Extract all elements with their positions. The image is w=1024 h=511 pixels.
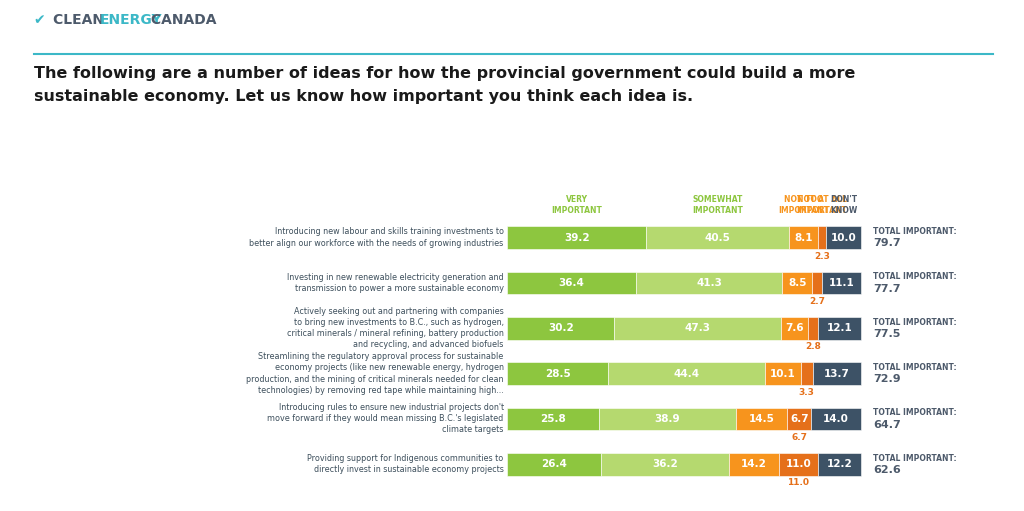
Text: 2.8: 2.8 — [806, 342, 821, 351]
Text: 6.7: 6.7 — [791, 414, 809, 424]
Text: 41.3: 41.3 — [696, 278, 722, 288]
Text: 14.5: 14.5 — [749, 414, 775, 424]
Text: 14.0: 14.0 — [823, 414, 849, 424]
Text: 11.0: 11.0 — [785, 459, 811, 469]
Text: NOT AT ALL
IMPORTANT: NOT AT ALL IMPORTANT — [797, 195, 848, 215]
Text: 64.7: 64.7 — [873, 420, 901, 430]
Text: TOTAL IMPORTANT:: TOTAL IMPORTANT: — [873, 454, 957, 463]
Text: TOTAL IMPORTANT:: TOTAL IMPORTANT: — [873, 227, 957, 236]
Bar — [787, 408, 811, 430]
Bar — [601, 453, 729, 476]
Bar — [729, 453, 779, 476]
Text: 36.2: 36.2 — [652, 459, 678, 469]
Text: 39.2: 39.2 — [564, 233, 590, 243]
Bar — [507, 226, 646, 249]
Bar — [801, 362, 813, 385]
Text: 11.1: 11.1 — [828, 278, 854, 288]
Bar — [636, 271, 782, 294]
Bar — [813, 362, 861, 385]
Text: NOT TOO
IMPORTANT: NOT TOO IMPORTANT — [778, 195, 829, 215]
Bar — [781, 317, 808, 339]
Text: 3.3: 3.3 — [799, 388, 815, 397]
Text: 30.2: 30.2 — [548, 323, 573, 333]
Text: 13.7: 13.7 — [824, 368, 850, 379]
Text: TOTAL IMPORTANT:: TOTAL IMPORTANT: — [873, 318, 957, 327]
Text: 10.1: 10.1 — [770, 368, 796, 379]
Bar — [790, 226, 818, 249]
Text: 8.1: 8.1 — [795, 233, 813, 243]
Bar — [812, 271, 822, 294]
Bar — [765, 362, 801, 385]
Text: 2.7: 2.7 — [809, 297, 825, 306]
Text: 47.3: 47.3 — [685, 323, 711, 333]
Bar — [736, 408, 787, 430]
Text: 12.1: 12.1 — [826, 323, 853, 333]
Bar — [614, 317, 781, 339]
Text: 72.9: 72.9 — [873, 375, 901, 384]
Bar — [826, 226, 861, 249]
Text: Providing support for Indigenous communities to
directly invest in sustainable e: Providing support for Indigenous communi… — [307, 454, 504, 474]
Text: sustainable economy. Let us know how important you think each idea is.: sustainable economy. Let us know how imp… — [34, 89, 693, 104]
Text: The following are a number of ideas for how the provincial government could buil: The following are a number of ideas for … — [34, 66, 855, 81]
Text: 25.8: 25.8 — [540, 414, 566, 424]
Text: ✔: ✔ — [34, 13, 50, 27]
Text: 12.2: 12.2 — [826, 459, 852, 469]
Text: Actively seeking out and partnering with companies
to bring new investments to B: Actively seeking out and partnering with… — [287, 307, 504, 350]
Text: 36.4: 36.4 — [559, 278, 585, 288]
Text: 2.3: 2.3 — [814, 251, 829, 261]
Text: 8.5: 8.5 — [788, 278, 807, 288]
Bar — [822, 271, 861, 294]
Text: 14.2: 14.2 — [741, 459, 767, 469]
Text: 77.7: 77.7 — [873, 284, 901, 294]
Bar — [818, 317, 861, 339]
Text: 62.6: 62.6 — [873, 465, 901, 475]
Bar — [782, 271, 812, 294]
Bar — [507, 408, 599, 430]
Bar — [507, 271, 636, 294]
Bar — [608, 362, 765, 385]
Text: 26.4: 26.4 — [541, 459, 567, 469]
Bar — [507, 317, 614, 339]
Text: TOTAL IMPORTANT:: TOTAL IMPORTANT: — [873, 363, 957, 372]
Bar — [818, 453, 861, 476]
Text: CLEAN: CLEAN — [53, 13, 110, 27]
Bar — [646, 226, 790, 249]
Text: 44.4: 44.4 — [674, 368, 699, 379]
Text: 79.7: 79.7 — [873, 239, 901, 248]
Bar — [818, 226, 826, 249]
Text: Streamlining the regulatory approval process for sustainable
economy projects (l: Streamlining the regulatory approval pro… — [246, 353, 504, 394]
Bar — [507, 453, 601, 476]
Text: 38.9: 38.9 — [654, 414, 680, 424]
Text: TOTAL IMPORTANT:: TOTAL IMPORTANT: — [873, 408, 957, 417]
Text: CANADA: CANADA — [146, 13, 217, 27]
Text: 6.7: 6.7 — [792, 433, 807, 442]
Bar — [779, 453, 818, 476]
Text: 77.5: 77.5 — [873, 329, 901, 339]
Text: DON'T
KNOW: DON'T KNOW — [830, 195, 857, 215]
Text: ENERGY: ENERGY — [99, 13, 162, 27]
Text: Introducing new labour and skills training investments to
better align our workf: Introducing new labour and skills traini… — [250, 227, 504, 248]
Text: 28.5: 28.5 — [545, 368, 570, 379]
Text: TOTAL IMPORTANT:: TOTAL IMPORTANT: — [873, 272, 957, 282]
Text: VERY
IMPORTANT: VERY IMPORTANT — [551, 195, 602, 215]
Bar — [507, 362, 608, 385]
Text: 7.6: 7.6 — [785, 323, 804, 333]
Text: SOMEWHAT
IMPORTANT: SOMEWHAT IMPORTANT — [692, 195, 743, 215]
Text: Investing in new renewable electricity generation and
transmission to power a mo: Investing in new renewable electricity g… — [287, 273, 504, 293]
Text: 40.5: 40.5 — [705, 233, 730, 243]
Text: 10.0: 10.0 — [830, 233, 857, 243]
Text: 11.0: 11.0 — [787, 478, 809, 487]
Bar — [599, 408, 736, 430]
Bar — [811, 408, 861, 430]
Text: Introducing rules to ensure new industrial projects don't
move forward if they w: Introducing rules to ensure new industri… — [267, 403, 504, 434]
Bar — [808, 317, 818, 339]
